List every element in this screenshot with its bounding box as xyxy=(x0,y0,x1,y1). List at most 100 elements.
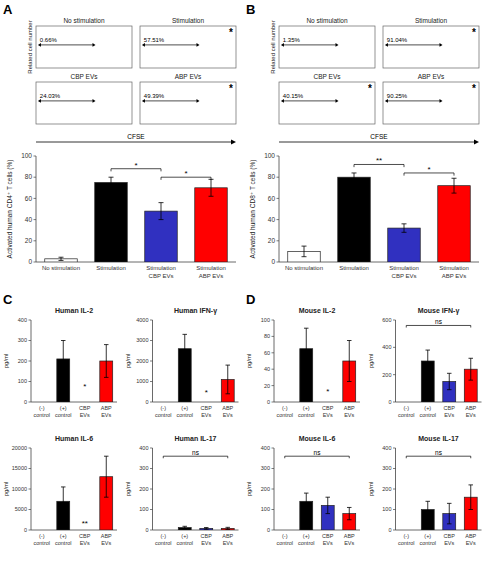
gate-head xyxy=(93,43,96,47)
x-tick-label: CBPEVs xyxy=(322,405,334,418)
error-stem xyxy=(63,487,64,516)
flow-title: Stimulation xyxy=(172,17,205,24)
bar xyxy=(35,402,48,403)
chart-title: Mouse IFN-γ xyxy=(418,307,460,315)
gate-head xyxy=(38,43,41,47)
significance-label: * xyxy=(134,161,137,170)
gate-percent: 57.51% xyxy=(144,37,165,43)
y-tick-label: 400 xyxy=(139,445,148,451)
error-cap xyxy=(347,507,352,508)
gate-percent: 0.66% xyxy=(40,37,58,43)
figure: A No stimulation Related cell number 0.66% C… xyxy=(0,0,486,572)
plot-area xyxy=(178,526,234,530)
y-tick xyxy=(272,320,275,321)
x-tick-label: (-)control xyxy=(276,405,293,418)
error-cap xyxy=(425,350,430,351)
error-bar xyxy=(59,257,64,260)
chart-title: Mouse IL-17 xyxy=(418,435,459,442)
x-tick-label: (+)control xyxy=(419,405,436,418)
y-tick-label: 0 xyxy=(145,527,148,533)
panel-letter: A xyxy=(3,2,13,17)
y-tick-label: 0 xyxy=(267,527,270,533)
error-bar xyxy=(182,526,187,528)
error-bar xyxy=(347,507,352,519)
y-tick xyxy=(150,448,153,449)
gate-head xyxy=(281,99,284,103)
error-cap xyxy=(182,528,187,529)
x-tick-label: StimulationCBP EVs xyxy=(389,265,419,279)
y-tick xyxy=(393,402,396,403)
x-tick-label: CBPEVs xyxy=(201,405,213,418)
error-cap xyxy=(447,389,452,390)
y-tick-label: 0 xyxy=(267,399,270,405)
error-bar xyxy=(402,224,407,232)
flow-title: No stimulation xyxy=(63,17,105,24)
y-tick xyxy=(277,156,280,157)
y-tick-label: 1000 xyxy=(136,378,148,384)
y-axis-label: pg/ml xyxy=(246,354,252,369)
error-stem xyxy=(161,203,162,220)
bar xyxy=(400,402,413,403)
error-cap xyxy=(59,260,64,261)
y-tick xyxy=(393,374,396,375)
flow-frame xyxy=(140,26,236,68)
y-tick xyxy=(393,530,396,531)
y-tick-label: 3000 xyxy=(136,337,148,343)
y-tick xyxy=(393,489,396,490)
error-cap xyxy=(402,232,407,233)
flow-title: Stimulation xyxy=(415,17,448,24)
error-bar xyxy=(447,503,452,523)
y-tick xyxy=(29,340,32,341)
chart-title: Human IL-17 xyxy=(174,435,216,442)
panel-letter: C xyxy=(3,292,13,307)
error-cap xyxy=(452,178,457,179)
y-tick xyxy=(272,352,275,353)
flow-asterisk: * xyxy=(472,83,476,94)
gate-head xyxy=(440,99,443,103)
flow-title: CBP EVs xyxy=(71,73,99,80)
flow-frame xyxy=(383,82,479,124)
flow-x-label: CFSE xyxy=(370,133,388,140)
significance-label: * xyxy=(427,165,430,174)
y-tick-label: 40 xyxy=(268,216,276,223)
error-stem xyxy=(306,328,307,369)
error-cap xyxy=(402,223,407,224)
x-tick-label: StimulationCBP EVs xyxy=(146,265,176,279)
y-axis-line xyxy=(395,320,396,402)
y-tick-label: 60 xyxy=(25,195,33,202)
error-cap xyxy=(182,334,187,335)
y-tick xyxy=(150,489,153,490)
y-axis-label: pg/ml xyxy=(3,482,9,497)
error-bar xyxy=(325,497,330,513)
gate-percent: 91.04% xyxy=(387,37,408,43)
y-tick xyxy=(277,262,280,263)
error-cap xyxy=(204,527,209,528)
flow-y-label: Related cell number xyxy=(27,20,33,73)
error-cap xyxy=(447,503,452,504)
y-axis-label: pg/ml xyxy=(368,482,374,497)
y-tick xyxy=(272,509,275,510)
gate-arrow xyxy=(281,99,339,103)
error-cap xyxy=(225,393,230,394)
error-cap xyxy=(468,509,473,510)
bar xyxy=(278,402,291,403)
x-tick-label: ABPEVs xyxy=(344,533,355,546)
gate-arrow xyxy=(38,43,96,47)
y-tick-label: 5000 xyxy=(15,506,27,512)
chart-title: Human IL-2 xyxy=(55,307,93,314)
y-axis-label: pg/ml xyxy=(3,354,9,369)
error-stem xyxy=(63,341,64,378)
error-bar xyxy=(225,365,230,394)
error-cap xyxy=(468,484,473,485)
x-tick-label: (+)control xyxy=(419,533,436,546)
bar xyxy=(157,402,170,403)
x-tick-label: (+)control xyxy=(176,405,193,418)
gate-line xyxy=(283,44,337,45)
error-bar xyxy=(447,373,452,389)
flow-title: ABP EVs xyxy=(175,73,202,80)
significance-label: * xyxy=(326,387,329,396)
y-tick xyxy=(272,402,275,403)
y-tick-label: 0 xyxy=(24,527,27,533)
y-tick-label: 80 xyxy=(25,173,33,180)
error-stem xyxy=(454,178,455,193)
